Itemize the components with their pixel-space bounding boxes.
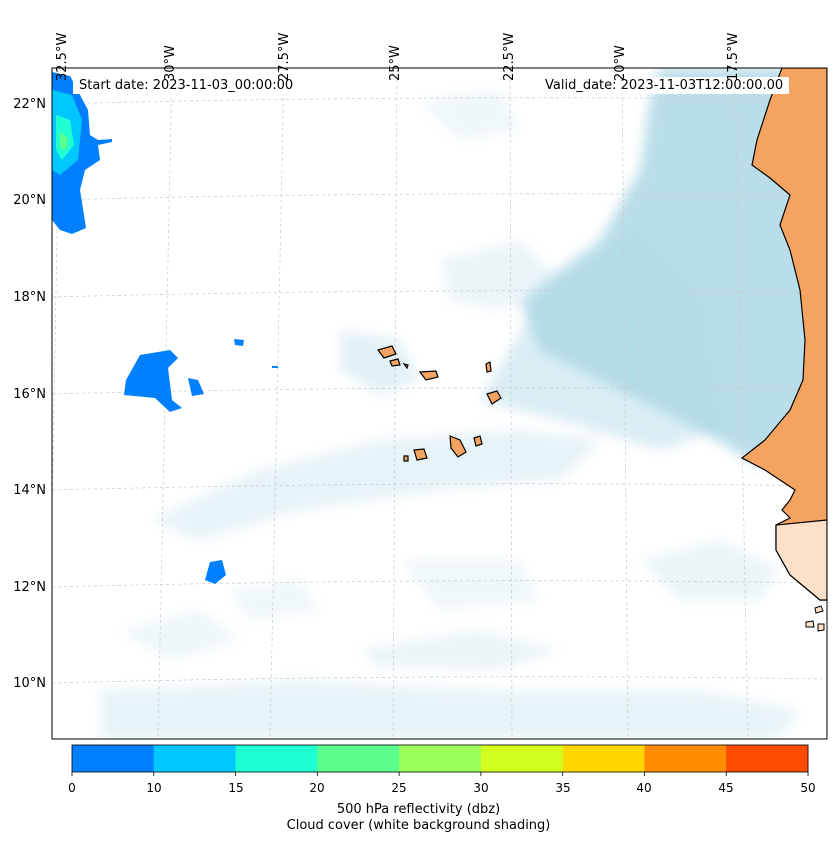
cloud-cover-shading	[100, 68, 827, 739]
lat-label: 10°N	[13, 676, 46, 691]
lat-label: 14°N	[13, 483, 46, 498]
colorbar-segment	[317, 745, 400, 772]
lat-label: 22°N	[13, 97, 46, 112]
colorbar-tick-label: 0	[68, 781, 76, 795]
valid-date-label: Valid_date: 2023-11-03T12:00:00.00	[539, 77, 790, 94]
lon-label: 22.5°W	[502, 32, 517, 81]
colorbar	[71, 745, 809, 776]
colorbar-segment	[399, 745, 482, 772]
lat-label: 20°N	[13, 193, 46, 208]
colorbar-tick-label: 15	[228, 781, 244, 795]
colorbar-tick-label: 35	[555, 781, 571, 795]
colorbar-segment	[480, 745, 564, 772]
colorbar-segment	[726, 745, 809, 772]
africa-pale-land	[775, 519, 827, 601]
lon-label: 17.5°W	[726, 32, 741, 81]
colorbar-tick-label: 40	[636, 781, 652, 795]
lon-label: 27.5°W	[277, 32, 292, 81]
colorbar-frame	[71, 744, 809, 773]
reflectivity-blobs	[52, 72, 278, 584]
colorbar-tick-label: 25	[391, 781, 407, 795]
lon-label: 20°W	[613, 45, 628, 81]
colorbar-tick-label: 30	[473, 781, 489, 795]
colorbar-subtitle: Cloud cover (white background shading)	[286, 818, 551, 833]
lon-label: 25°W	[388, 45, 403, 81]
lat-label: 18°N	[13, 290, 46, 305]
colorbar-segment	[72, 745, 155, 772]
colorbar-segment	[235, 745, 318, 772]
colorbar-tick-label: 10	[146, 781, 162, 795]
lat-label: 12°N	[13, 580, 46, 595]
colorbar-segment	[562, 745, 645, 772]
colorbar-tick-label: 50	[800, 781, 816, 795]
colorbar-tick-label: 20	[309, 781, 325, 795]
colorbar-segment	[153, 745, 237, 772]
map-frame	[51, 67, 828, 740]
lon-label: 30°W	[163, 45, 178, 81]
start-date-label: Start date: 2023-11-03_00:00:00	[73, 77, 300, 94]
colorbar-segment	[644, 745, 727, 772]
cape-verde-islands	[376, 345, 502, 462]
colorbar-tick-label: 45	[718, 781, 734, 795]
lat-label: 16°N	[13, 387, 46, 402]
lon-label: 32.5°W	[55, 32, 70, 81]
colorbar-title: 500 hPa reflectivity (dbz)	[336, 802, 501, 817]
bijagos-islands	[805, 605, 825, 632]
